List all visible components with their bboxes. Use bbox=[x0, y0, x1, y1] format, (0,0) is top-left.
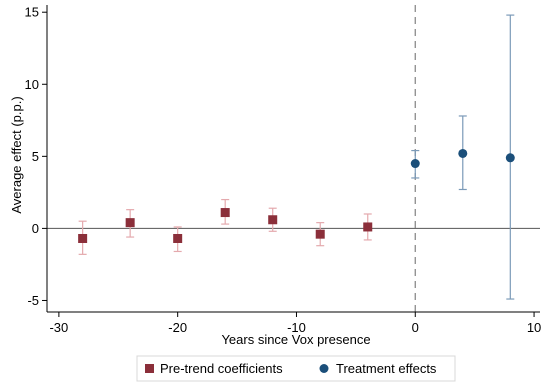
legend-label-treatment: Treatment effects bbox=[336, 361, 437, 376]
y-axis-title: Average effect (p.p.) bbox=[9, 96, 24, 213]
series-treatment bbox=[410, 14, 515, 300]
x-tick-label: -10 bbox=[287, 320, 306, 335]
x-axis-title: Years since Vox presence bbox=[221, 332, 370, 347]
legend-circle-icon bbox=[319, 364, 329, 373]
data-point-square bbox=[173, 233, 183, 243]
y-tick-label: -5 bbox=[27, 293, 39, 308]
legend-label-pretrend: Pre-trend coefficients bbox=[160, 361, 283, 376]
data-point-square bbox=[268, 215, 278, 225]
plot-area bbox=[47, 5, 540, 312]
series-pretrend bbox=[78, 198, 373, 255]
y-tick-label: 0 bbox=[32, 221, 39, 236]
legend-box bbox=[136, 355, 456, 382]
data-point-square bbox=[125, 218, 135, 228]
x-tick-label: 0 bbox=[412, 320, 419, 335]
y-tick-label: 15 bbox=[25, 5, 39, 20]
y-tick-label: 10 bbox=[25, 77, 39, 92]
x-tick-label: -30 bbox=[49, 320, 68, 335]
x-tick-label: -20 bbox=[168, 320, 187, 335]
data-point-square bbox=[78, 233, 88, 243]
data-point-circle bbox=[505, 153, 515, 163]
axes: -5 0 5 10 15 -30 -20 -10 0 10 bbox=[25, 5, 542, 335]
data-point-circle bbox=[458, 148, 468, 158]
data-point-square bbox=[315, 229, 325, 239]
y-tick-label: 5 bbox=[32, 149, 39, 164]
x-tick-label: 10 bbox=[527, 320, 541, 335]
data-point-circle bbox=[410, 159, 420, 169]
data-point-square bbox=[363, 222, 373, 232]
data-point-square bbox=[220, 208, 230, 218]
legend-square-icon bbox=[145, 364, 154, 373]
